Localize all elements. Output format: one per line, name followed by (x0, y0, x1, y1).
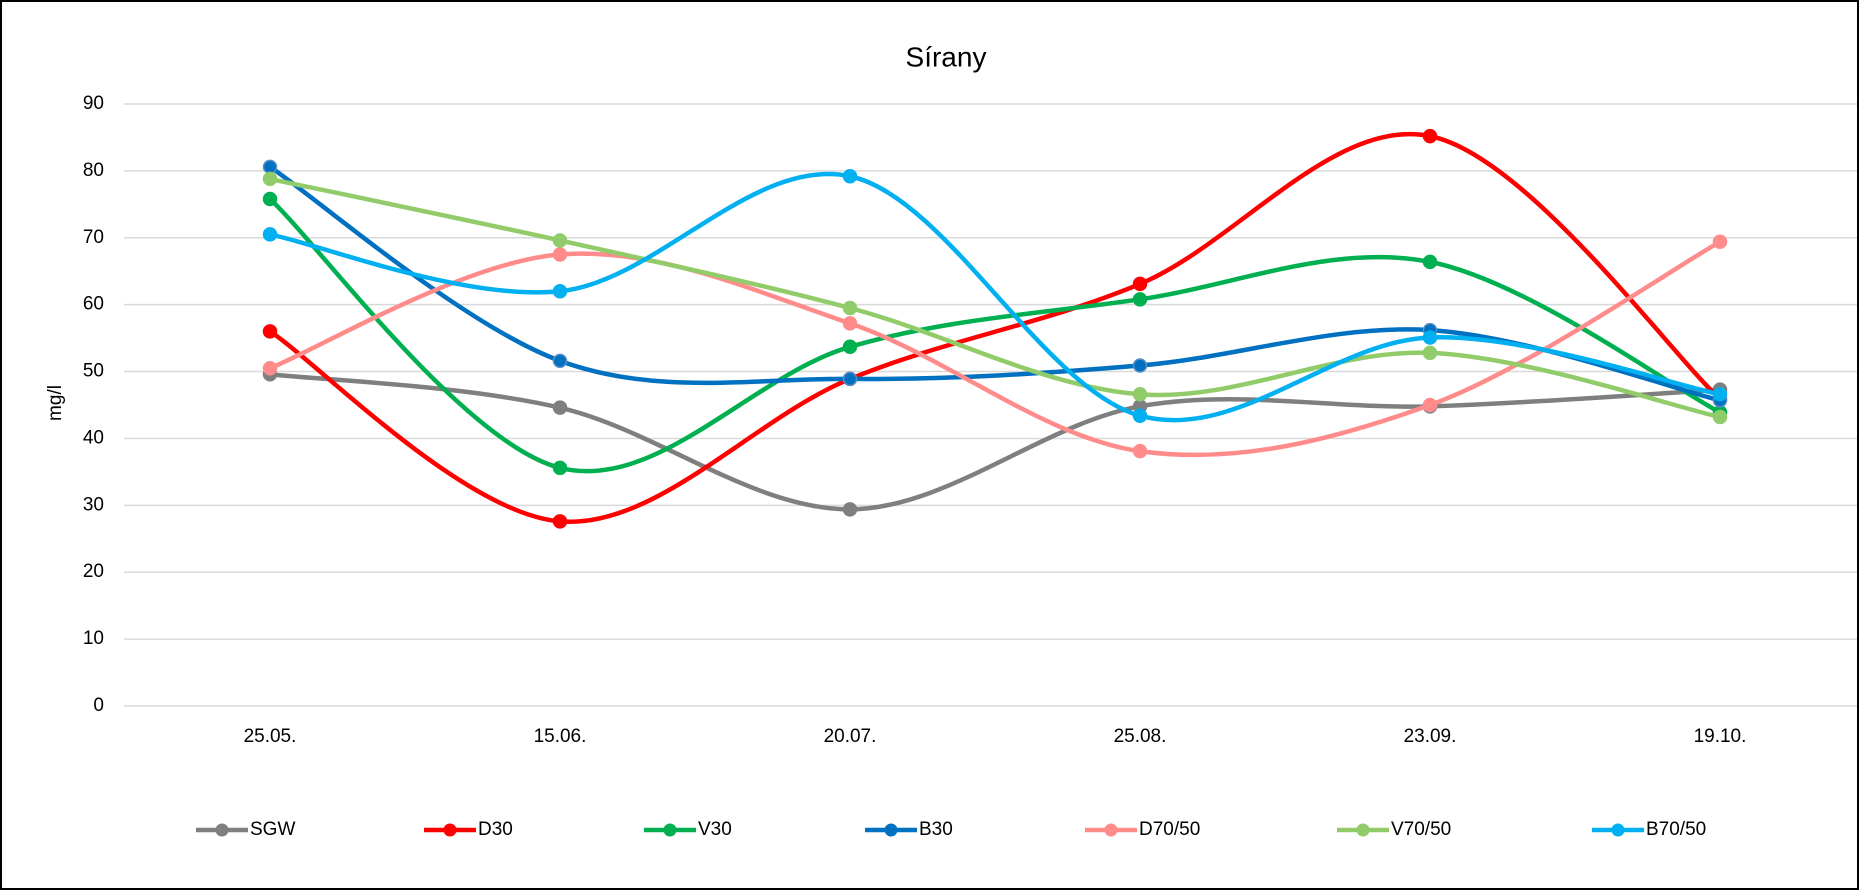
legend-label: D30 (478, 819, 513, 840)
x-tick-label: 15.06. (534, 726, 587, 747)
chart-title: Sírany (906, 41, 987, 72)
data-point (1422, 397, 1438, 413)
x-tick-label: 25.05. (244, 726, 297, 747)
data-point (552, 400, 568, 415)
data-point (552, 284, 568, 299)
data-point (842, 339, 858, 355)
data-point (1132, 443, 1148, 459)
x-tick-label: 20.07. (824, 726, 877, 747)
legend-marker (1356, 823, 1370, 837)
data-point (1132, 292, 1148, 307)
series-line (267, 164, 1723, 403)
x-tick-label: 19.10. (1694, 726, 1747, 747)
data-point (552, 247, 568, 262)
data-point (1422, 254, 1438, 270)
data-point (262, 159, 278, 175)
legend-label: B30 (919, 819, 953, 840)
series-line (267, 132, 1723, 524)
y-tick-label: 30 (83, 494, 104, 515)
data-point (262, 324, 278, 339)
data-point (262, 360, 278, 376)
data-point (1712, 234, 1728, 250)
data-point (842, 316, 858, 331)
data-point (1132, 358, 1148, 373)
data-point (552, 460, 568, 476)
data-point (1422, 330, 1438, 345)
y-tick-label: 50 (83, 361, 104, 382)
y-tick-label: 40 (83, 427, 104, 448)
legend-marker (443, 823, 457, 837)
legend-label: V70/50 (1391, 819, 1451, 840)
data-point (1422, 128, 1438, 144)
series-line (267, 171, 1723, 423)
data-point (1422, 345, 1438, 361)
data-point (1712, 409, 1728, 425)
data-point (552, 353, 568, 369)
legend-marker (884, 823, 898, 837)
legend-label: D70/50 (1139, 819, 1200, 840)
legend-label: B70/50 (1646, 819, 1706, 840)
data-point (1132, 387, 1148, 402)
y-tick-label: 80 (83, 160, 104, 181)
data-point (262, 191, 278, 207)
legend-marker (1611, 823, 1625, 837)
data-point (842, 300, 858, 316)
legend-label: V30 (698, 819, 732, 840)
x-tick-label: 25.08. (1114, 726, 1167, 747)
y-tick-label: 60 (83, 294, 104, 315)
series-line (267, 239, 1723, 458)
data-point (552, 514, 568, 529)
data-point (1712, 387, 1728, 402)
data-point (262, 227, 278, 242)
x-tick-label: 23.09. (1404, 726, 1457, 747)
data-point (842, 502, 858, 517)
legend-marker (215, 823, 229, 837)
y-axis-label: mg/l (45, 385, 66, 421)
y-tick-label: 10 (83, 628, 104, 649)
y-tick-label: 90 (83, 93, 104, 114)
y-tick-label: 70 (83, 227, 104, 248)
data-point (262, 171, 278, 187)
data-point (1132, 408, 1148, 423)
legend-marker (663, 823, 677, 837)
legend-marker (1104, 823, 1118, 837)
series-line (267, 196, 1723, 474)
data-point (1132, 276, 1148, 292)
y-tick-label: 0 (93, 695, 104, 716)
legend-label: SGW (250, 819, 295, 840)
data-point (842, 371, 858, 387)
data-point (552, 233, 568, 248)
data-point (842, 168, 858, 184)
series-line (267, 371, 1723, 512)
series-line (267, 176, 1723, 420)
y-tick-label: 20 (83, 561, 104, 582)
